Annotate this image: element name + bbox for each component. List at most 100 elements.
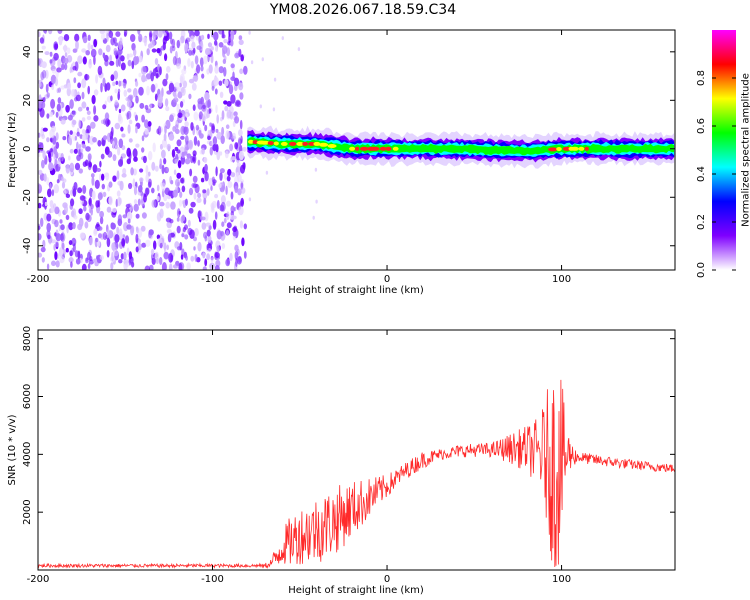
noise-speckle bbox=[155, 73, 159, 79]
noise-speckle bbox=[69, 162, 75, 173]
noise-speckle bbox=[135, 246, 139, 253]
noise-speckle bbox=[133, 199, 138, 205]
noise-speckle bbox=[41, 257, 45, 263]
noise-speckle bbox=[151, 48, 157, 53]
noise-speckle bbox=[120, 126, 124, 132]
noise-speckle bbox=[207, 98, 212, 109]
noise-speckle bbox=[229, 252, 233, 262]
noise-speckle bbox=[54, 77, 59, 87]
noise-speckle bbox=[184, 135, 189, 145]
colorbar-ticks: 0.0 0.2 0.4 0.6 0.8 bbox=[696, 70, 736, 278]
noise-speckle bbox=[206, 188, 210, 196]
noise-speckle bbox=[99, 210, 104, 218]
noise-speckle bbox=[72, 222, 76, 230]
noise-speckle bbox=[117, 91, 120, 101]
noise-speckle bbox=[173, 97, 179, 103]
noise-speckle bbox=[81, 78, 87, 89]
noise-speckle bbox=[112, 175, 117, 182]
noise-speckle bbox=[226, 200, 231, 207]
colorbar: 0.0 0.2 0.4 0.6 0.8 Normalized spectral ampl… bbox=[696, 30, 750, 278]
noise-speckle bbox=[164, 125, 167, 135]
noise-speckle bbox=[125, 203, 131, 209]
noise-speckle bbox=[60, 85, 65, 90]
noise-speckle bbox=[82, 36, 88, 44]
noise-speckle bbox=[214, 265, 220, 270]
noise-speckle bbox=[114, 234, 120, 243]
noise-speckle bbox=[74, 135, 78, 141]
noise-speckle bbox=[106, 206, 112, 213]
noise-speckle bbox=[181, 151, 185, 158]
noise-speckle bbox=[70, 198, 75, 207]
noise-speckle bbox=[135, 114, 138, 122]
noise-speckle bbox=[243, 223, 247, 230]
noise-speckle bbox=[106, 32, 109, 42]
colorbar-tick-label: 0.4 bbox=[696, 166, 707, 182]
noise-speckle bbox=[171, 149, 176, 158]
noise-speckle bbox=[147, 121, 152, 127]
noise-speckle bbox=[202, 252, 206, 259]
noise-speckle bbox=[138, 185, 143, 193]
snr-x-axis-label: Height of straight line (km) bbox=[288, 585, 424, 596]
ridge-peak-spot bbox=[578, 146, 585, 151]
noise-speckle bbox=[144, 119, 149, 129]
noise-speckle bbox=[201, 222, 207, 230]
noise-speckle bbox=[212, 219, 217, 230]
noise-speckle bbox=[177, 91, 183, 99]
noise-speckle bbox=[297, 47, 301, 52]
noise-speckle bbox=[63, 57, 69, 65]
noise-speckle bbox=[225, 185, 228, 195]
noise-speckle bbox=[138, 33, 143, 43]
noise-speckle bbox=[209, 146, 213, 156]
noise-speckle bbox=[214, 211, 218, 220]
noise-speckle bbox=[188, 78, 195, 84]
noise-speckle bbox=[177, 112, 183, 118]
noise-speckle bbox=[224, 78, 229, 87]
noise-speckle bbox=[219, 151, 223, 156]
noise-speckle bbox=[181, 185, 186, 193]
noise-speckle bbox=[138, 86, 144, 96]
noise-speckle bbox=[242, 162, 246, 170]
noise-speckle bbox=[214, 40, 218, 46]
noise-speckle bbox=[38, 132, 41, 138]
noise-speckle bbox=[41, 159, 45, 169]
noise-speckle bbox=[144, 38, 147, 47]
noise-speckle bbox=[77, 187, 83, 194]
noise-speckle bbox=[155, 83, 158, 89]
noise-speckle bbox=[102, 104, 107, 110]
ridge-peak-spot bbox=[318, 142, 329, 147]
noise-speckle bbox=[166, 244, 169, 251]
noise-speckle bbox=[184, 121, 189, 127]
noise-speckle bbox=[248, 30, 251, 35]
noise-speckle bbox=[132, 168, 137, 176]
noise-speckle bbox=[152, 142, 156, 153]
ridge-peak-spot bbox=[370, 146, 380, 151]
noise-speckle bbox=[118, 138, 124, 149]
noise-speckle bbox=[159, 201, 165, 207]
noise-speckle bbox=[315, 199, 318, 204]
noise-speckle bbox=[90, 121, 96, 129]
noise-speckle bbox=[151, 161, 156, 171]
noise-speckle bbox=[61, 63, 65, 71]
noise-speckle bbox=[81, 48, 87, 53]
noise-speckle bbox=[87, 85, 90, 95]
noise-speckle bbox=[203, 156, 208, 164]
noise-speckle bbox=[215, 128, 219, 133]
noise-speckle bbox=[184, 234, 189, 240]
noise-speckle bbox=[180, 76, 184, 84]
noise-speckle bbox=[123, 222, 129, 232]
noise-speckle bbox=[38, 94, 42, 101]
noise-speckle bbox=[63, 189, 67, 196]
noise-speckle bbox=[149, 264, 154, 270]
noise-speckle bbox=[159, 257, 163, 265]
noise-speckle bbox=[238, 150, 244, 161]
noise-speckle bbox=[139, 177, 144, 182]
noise-speckle bbox=[51, 189, 55, 197]
noise-speckle bbox=[114, 122, 121, 130]
ridge-peak-spot bbox=[355, 146, 360, 151]
noise-speckle bbox=[72, 61, 76, 68]
noise-speckle bbox=[184, 146, 188, 155]
noise-speckle bbox=[202, 266, 207, 270]
snr-frame bbox=[37, 329, 676, 571]
noise-speckle bbox=[159, 242, 163, 249]
noise-speckle bbox=[117, 196, 122, 207]
